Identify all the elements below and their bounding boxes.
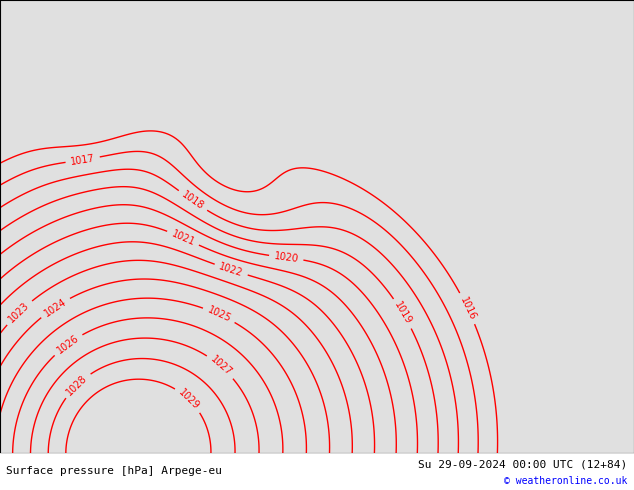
Text: 1016: 1016 (458, 295, 477, 321)
Text: 1023: 1023 (7, 300, 32, 324)
Text: Su 29-09-2024 00:00 UTC (12+84): Su 29-09-2024 00:00 UTC (12+84) (418, 460, 628, 469)
Text: 1024: 1024 (42, 296, 68, 318)
Text: 1025: 1025 (206, 305, 233, 324)
Text: 1028: 1028 (65, 373, 89, 397)
Text: 1021: 1021 (170, 228, 197, 247)
Text: 1027: 1027 (208, 354, 233, 378)
Text: 1022: 1022 (218, 261, 245, 278)
Text: Surface pressure [hPa] Arpege-eu: Surface pressure [hPa] Arpege-eu (6, 466, 223, 476)
Text: © weatheronline.co.uk: © weatheronline.co.uk (504, 476, 628, 486)
Text: 1017: 1017 (70, 153, 96, 167)
Text: 1018: 1018 (180, 190, 205, 212)
Text: 1029: 1029 (176, 387, 201, 412)
Text: 1026: 1026 (55, 333, 81, 356)
Text: 1019: 1019 (392, 300, 413, 326)
Text: 1020: 1020 (273, 251, 299, 264)
